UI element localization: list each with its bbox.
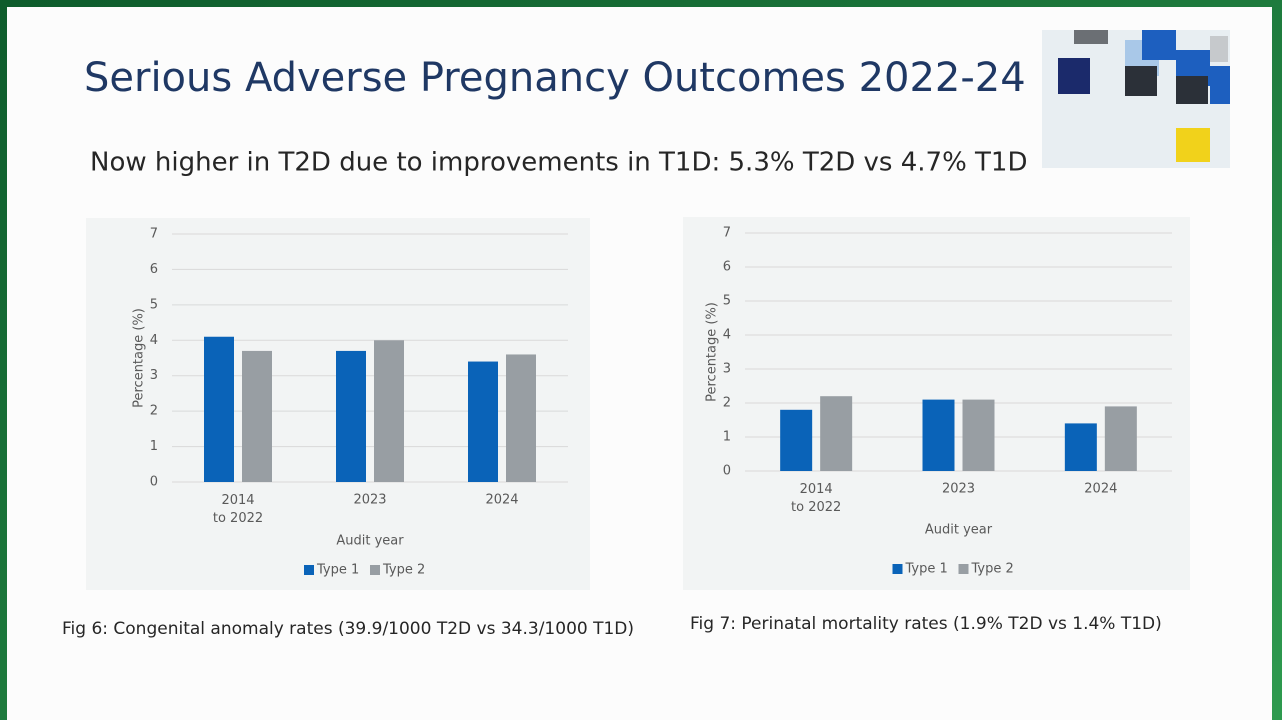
x-tick-label: 2024: [485, 493, 518, 508]
y-tick-label: 5: [723, 294, 731, 309]
y-tick-label: 6: [723, 260, 731, 275]
y-tick-label: 3: [150, 368, 158, 383]
y-axis-label: Percentage (%): [132, 308, 147, 408]
cube: [1210, 36, 1228, 62]
cube: [1176, 76, 1208, 104]
cube: [1125, 66, 1157, 96]
legend-label: Type 1: [905, 562, 948, 577]
legend-label: Type 2: [382, 563, 425, 578]
legend-label: Type 1: [316, 563, 359, 578]
y-tick-label: 2: [150, 404, 158, 419]
x-tick-label: 2014 to 2022: [213, 493, 263, 526]
legend-swatch: [370, 565, 380, 575]
legend-swatch: [892, 564, 903, 574]
bar: [820, 396, 853, 471]
legend-swatch: [304, 565, 314, 575]
y-tick-label: 1: [150, 439, 158, 454]
y-tick-label: 7: [150, 227, 158, 242]
slide-title: Serious Adverse Pregnancy Outcomes 2022-…: [84, 55, 1026, 101]
bar: [1104, 406, 1137, 471]
decoration: [1042, 30, 1230, 168]
bar: [336, 350, 366, 482]
bar: [1064, 423, 1097, 471]
bar: [204, 336, 234, 482]
cube: [1074, 30, 1108, 44]
y-tick-label: 0: [723, 464, 731, 479]
x-tick-label: 2014 to 2022: [791, 482, 841, 515]
legend-swatch: [958, 564, 969, 574]
x-tick-label: 2023: [353, 493, 386, 508]
bar: [962, 399, 995, 471]
x-axis-label: Audit year: [925, 523, 993, 538]
y-tick-label: 6: [150, 262, 158, 277]
y-axis-label: Percentage (%): [705, 302, 720, 402]
cube: [1058, 58, 1090, 94]
bar: [780, 409, 813, 471]
bar: [242, 350, 272, 482]
y-tick-label: 4: [723, 328, 731, 343]
y-tick-label: 7: [723, 226, 731, 241]
y-tick-label: 2: [723, 396, 731, 411]
bar: [374, 340, 404, 482]
caption: Fig 6: Congenital anomaly rates (39.9/10…: [62, 619, 634, 639]
bar: [922, 399, 955, 471]
y-tick-label: 4: [150, 333, 158, 348]
x-tick-label: 2023: [942, 482, 975, 497]
y-tick-label: 0: [150, 475, 158, 490]
x-tick-label: 2024: [1084, 482, 1117, 497]
y-tick-label: 5: [150, 297, 158, 312]
cube: [1210, 66, 1230, 104]
cube: [1176, 128, 1210, 162]
x-axis-label: Audit year: [336, 534, 404, 549]
legend-label: Type 2: [971, 562, 1014, 577]
y-tick-label: 3: [723, 362, 731, 377]
subtitle: Now higher in T2D due to improvements in…: [90, 148, 1028, 178]
cube: [1142, 30, 1176, 60]
bar: [468, 361, 498, 482]
caption: Fig 7: Perinatal mortality rates (1.9% T…: [690, 614, 1162, 634]
y-tick-label: 1: [723, 430, 731, 445]
bar: [506, 354, 536, 482]
